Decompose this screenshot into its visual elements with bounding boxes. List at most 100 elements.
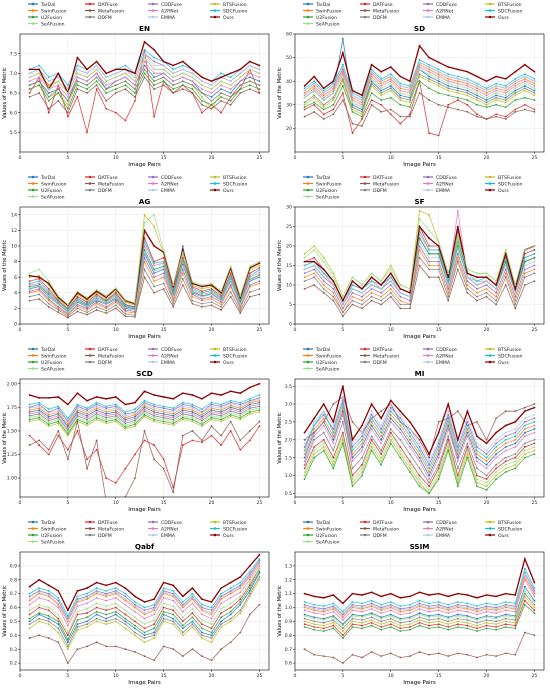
- data-point: [28, 620, 31, 623]
- data-point: [229, 591, 232, 594]
- data-point: [380, 438, 383, 441]
- data-point: [361, 438, 363, 441]
- data-point: [172, 422, 175, 425]
- data-point: [258, 260, 261, 263]
- data-point: [437, 613, 440, 616]
- series-ddfm: [28, 268, 261, 318]
- legend-label: SwinFusion: [316, 527, 342, 533]
- x-tick-label: 25: [256, 155, 262, 161]
- data-point: [399, 621, 402, 624]
- data-point: [303, 605, 306, 608]
- data-point: [485, 616, 488, 619]
- legend-label: DDFM: [98, 533, 112, 539]
- data-point: [181, 88, 184, 90]
- data-point: [38, 439, 41, 442]
- data-point: [181, 256, 184, 259]
- legend-entry-a2rnet: A2RNet: [423, 9, 454, 15]
- series-u2fusion: [303, 441, 536, 495]
- legend-label: A2RNet: [436, 527, 454, 533]
- data-point: [172, 76, 175, 79]
- data-point: [86, 131, 88, 134]
- y-tick-label: 10: [286, 283, 292, 289]
- data-point: [351, 613, 354, 616]
- data-point: [533, 272, 536, 275]
- legend-entry-a2rnet: A2RNet: [148, 354, 179, 360]
- data-point: [523, 87, 526, 90]
- data-point: [389, 96, 392, 99]
- data-point: [409, 616, 411, 619]
- data-point: [114, 418, 117, 421]
- data-point: [57, 80, 60, 83]
- data-point: [114, 72, 117, 75]
- data-point: [332, 272, 335, 275]
- data-point: [229, 613, 232, 616]
- data-point: [134, 606, 136, 609]
- data-point: [47, 453, 50, 456]
- data-point: [389, 623, 392, 626]
- data-point: [389, 89, 392, 92]
- data-point: [456, 601, 459, 603]
- series-seafusion: [303, 434, 536, 491]
- data-point: [172, 397, 175, 400]
- data-point: [57, 84, 60, 87]
- data-point: [76, 610, 79, 613]
- data-point: [114, 414, 117, 417]
- legend-marker: [88, 175, 92, 179]
- data-point: [380, 623, 383, 626]
- data-point: [466, 624, 469, 627]
- data-point: [313, 617, 316, 620]
- data-point: [341, 421, 344, 423]
- data-point: [248, 595, 251, 598]
- data-point: [380, 110, 383, 113]
- data-point: [86, 418, 88, 421]
- data-point: [313, 623, 316, 626]
- data-point: [456, 241, 459, 243]
- data-point: [322, 596, 325, 599]
- legend-entry-tardal: TarDal: [28, 347, 55, 353]
- x-tick-label: 25: [531, 500, 537, 506]
- data-point: [105, 295, 108, 297]
- data-point: [201, 637, 203, 639]
- data-point: [172, 594, 175, 596]
- data-point: [181, 80, 184, 83]
- data-point: [134, 595, 136, 598]
- data-point: [466, 594, 469, 596]
- data-point: [303, 256, 306, 259]
- data-point: [341, 637, 344, 639]
- legend-marker: [488, 527, 492, 530]
- chart-title: SCD: [136, 369, 152, 378]
- data-point: [66, 421, 69, 424]
- data-point: [248, 407, 251, 410]
- data-point: [210, 659, 213, 662]
- data-point: [428, 619, 430, 621]
- data-point: [114, 606, 117, 609]
- data-point: [47, 412, 50, 414]
- data-point: [447, 424, 450, 427]
- data-point: [389, 108, 392, 111]
- data-point: [258, 280, 261, 282]
- x-tick-label: 15: [436, 673, 442, 679]
- data-point: [248, 409, 251, 412]
- data-point: [476, 630, 478, 633]
- data-point: [495, 291, 498, 294]
- data-point: [191, 84, 194, 87]
- legend-label: BTSFusion: [498, 347, 522, 353]
- x-tick-label: 20: [209, 673, 215, 679]
- data-point: [248, 430, 251, 432]
- data-point: [28, 282, 31, 285]
- data-point: [466, 616, 469, 619]
- data-point: [476, 656, 478, 659]
- data-point: [47, 584, 50, 587]
- data-point: [504, 620, 507, 623]
- y-tick-label: 5.5: [10, 130, 17, 136]
- data-point: [476, 272, 478, 275]
- data-point: [134, 651, 136, 653]
- legend-marker: [151, 527, 155, 530]
- legend-entry-seafusion: SeAFusion: [303, 367, 340, 373]
- data-point: [313, 595, 316, 598]
- data-point: [313, 110, 316, 113]
- x-tick-label: 15: [161, 155, 167, 161]
- data-point: [124, 306, 127, 309]
- legend-entry-ours: Ours: [485, 15, 509, 21]
- data-point: [153, 245, 155, 247]
